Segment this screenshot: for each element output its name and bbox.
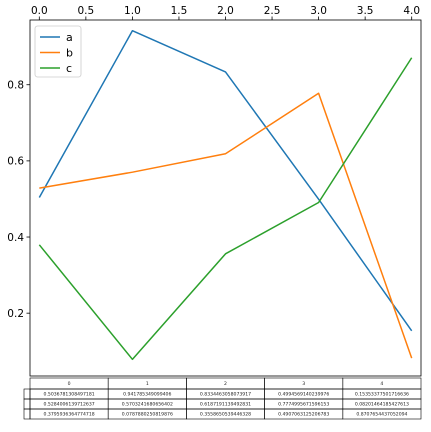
table-row-label-cell (23, 398, 31, 410)
table-cell-value: 0.08201464185427613 (355, 402, 409, 408)
table-cell-value: 0.8334463058073917 (200, 392, 251, 398)
table-cell-value: 0.4994569140239976 (278, 392, 329, 398)
table-cell-value: 0.4907063125206783 (278, 412, 329, 418)
y-tick-label: 0.2 (7, 308, 24, 320)
x-tick-label: 2.5 (264, 5, 281, 17)
y-axis: 0.2 0.4 0.6 0.8 (7, 80, 30, 320)
table-cell-value: 0.15353377501716636 (355, 392, 409, 398)
x-tick-label: 0.5 (78, 5, 95, 17)
table-cell-value: 0.5036781308497181 (44, 392, 95, 398)
table-cell-value: 0.5284006139712637 (44, 402, 95, 408)
table-cell (342, 408, 422, 420)
legend-label-a: a (66, 31, 73, 44)
x-tick-label: 1.5 (171, 5, 188, 17)
table-header-label: 0 (68, 381, 71, 387)
x-tick-label: 2.0 (217, 5, 234, 17)
table-header-label: 2 (224, 381, 227, 387)
series-line-a (38, 29, 413, 332)
table-header-label: 4 (380, 381, 383, 387)
table-cell-value: 0.0787880250819876 (122, 412, 173, 418)
table-cell-value: 0.8707654437052094 (356, 412, 407, 418)
table-header-label: 3 (302, 381, 305, 387)
legend-box (34, 25, 82, 78)
x-axis: 0.0 0.5 1.0 1.5 2.0 2.5 3.0 3.5 4.0 (31, 5, 420, 20)
table-cell-value: 0.5703241680656402 (122, 402, 173, 408)
series-line-c (38, 57, 413, 361)
plot-area-frame (29, 19, 422, 377)
legend-label-c: c (66, 62, 72, 75)
y-tick-label: 0.4 (7, 232, 24, 244)
table-cell-value: 0.3795936364774718 (44, 412, 95, 418)
series-line-b (39, 92, 413, 359)
x-tick-label: 0.0 (31, 5, 48, 17)
x-tick-label: 4.0 (403, 5, 420, 17)
legend: abc (34, 25, 82, 78)
table-row-label-cell (23, 388, 31, 400)
table-row-label-cell (23, 408, 31, 420)
x-tick-label: 1.0 (124, 5, 141, 17)
y-tick-label: 0.8 (7, 80, 24, 92)
table-cell-value: 0.7774995671596153 (278, 402, 329, 408)
data-table: 0 1 2 3 4 0.5036781308497181 0.941785349099406… (23, 377, 422, 420)
x-tick-label: 3.5 (357, 5, 374, 17)
table-cell-value: 0.3558650539446328 (200, 412, 251, 418)
table-cell-value: 0.941785349099406 (123, 392, 171, 398)
table-header-label: 1 (146, 381, 149, 387)
series-lines (38, 29, 413, 361)
table-cell-value: 0.6187191139492831 (200, 402, 251, 408)
y-tick-label: 0.6 (7, 156, 24, 168)
x-tick-label: 3.0 (310, 5, 327, 17)
legend-label-b: b (66, 47, 73, 60)
